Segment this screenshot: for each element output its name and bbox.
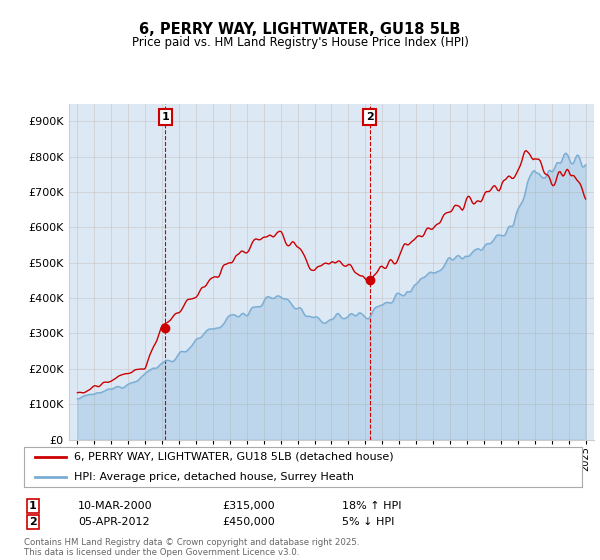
Text: 10-MAR-2000: 10-MAR-2000	[78, 501, 152, 511]
Text: 18% ↑ HPI: 18% ↑ HPI	[342, 501, 401, 511]
Text: HPI: Average price, detached house, Surrey Heath: HPI: Average price, detached house, Surr…	[74, 472, 354, 482]
Text: 2: 2	[366, 112, 374, 122]
Text: Contains HM Land Registry data © Crown copyright and database right 2025.
This d: Contains HM Land Registry data © Crown c…	[24, 538, 359, 557]
Text: 05-APR-2012: 05-APR-2012	[78, 517, 149, 527]
Text: 6, PERRY WAY, LIGHTWATER, GU18 5LB (detached house): 6, PERRY WAY, LIGHTWATER, GU18 5LB (deta…	[74, 452, 394, 462]
Text: 2: 2	[29, 517, 37, 527]
Text: 5% ↓ HPI: 5% ↓ HPI	[342, 517, 394, 527]
Text: £450,000: £450,000	[222, 517, 275, 527]
Text: 1: 1	[161, 112, 169, 122]
Text: 1: 1	[29, 501, 37, 511]
Text: Price paid vs. HM Land Registry's House Price Index (HPI): Price paid vs. HM Land Registry's House …	[131, 36, 469, 49]
Text: £315,000: £315,000	[222, 501, 275, 511]
Text: 6, PERRY WAY, LIGHTWATER, GU18 5LB: 6, PERRY WAY, LIGHTWATER, GU18 5LB	[139, 22, 461, 38]
